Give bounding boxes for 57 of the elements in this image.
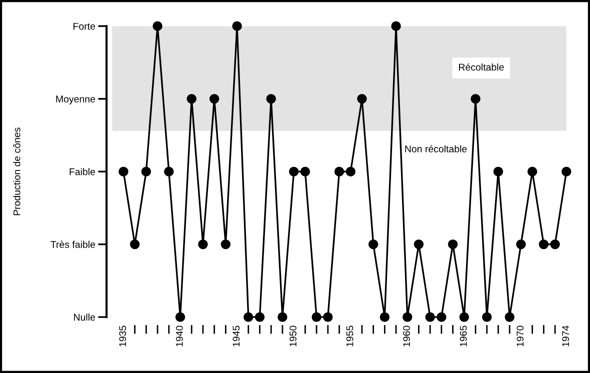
point (527, 166, 538, 176)
x-tick-label: 1970 (516, 326, 524, 346)
point (538, 239, 549, 250)
point (164, 166, 174, 176)
point (391, 21, 401, 31)
x-tick-label: 1965 (460, 326, 467, 346)
point (175, 312, 186, 322)
point (334, 166, 344, 176)
point (198, 239, 208, 250)
text: Très faible (50, 240, 96, 248)
x-tick-label: 1955 (346, 326, 354, 346)
point (470, 94, 480, 104)
x-tick-label: 1935 (119, 326, 126, 346)
x-tick-label: 1940 (176, 326, 183, 346)
point (312, 312, 322, 322)
point (130, 239, 140, 250)
point (118, 166, 128, 176)
point (244, 312, 254, 322)
x-tick-label: 1974 (562, 326, 570, 346)
text: Faible (70, 168, 96, 176)
point (141, 166, 152, 176)
point (448, 239, 458, 250)
point (278, 312, 288, 322)
point (323, 312, 333, 322)
point (254, 312, 265, 322)
point (504, 312, 514, 322)
point (380, 312, 390, 322)
point (346, 166, 356, 176)
point (152, 21, 162, 31)
point (220, 239, 231, 250)
point (562, 166, 572, 176)
band-label: Récoltable (459, 63, 504, 71)
point (516, 239, 526, 250)
point (232, 21, 242, 31)
text: Moyenne (56, 96, 96, 104)
point (402, 312, 412, 322)
point (482, 312, 492, 322)
point (209, 94, 220, 104)
x-tick-label: 1950 (290, 326, 296, 346)
x-tick-label: 1960 (403, 326, 410, 346)
point (414, 239, 424, 250)
point (288, 166, 299, 176)
point (493, 166, 504, 176)
point (357, 94, 367, 104)
point (550, 239, 560, 250)
point (300, 166, 310, 176)
text: Production de cônes (13, 128, 20, 216)
text: Nulle (74, 314, 95, 321)
point (186, 94, 196, 104)
annotation: Non récoltable (405, 145, 467, 152)
point (266, 94, 276, 104)
text: Forte (74, 22, 96, 30)
point (436, 312, 446, 322)
point (425, 312, 435, 322)
x-tick-label: 1945 (232, 326, 240, 346)
point (459, 312, 470, 322)
point (368, 239, 378, 250)
